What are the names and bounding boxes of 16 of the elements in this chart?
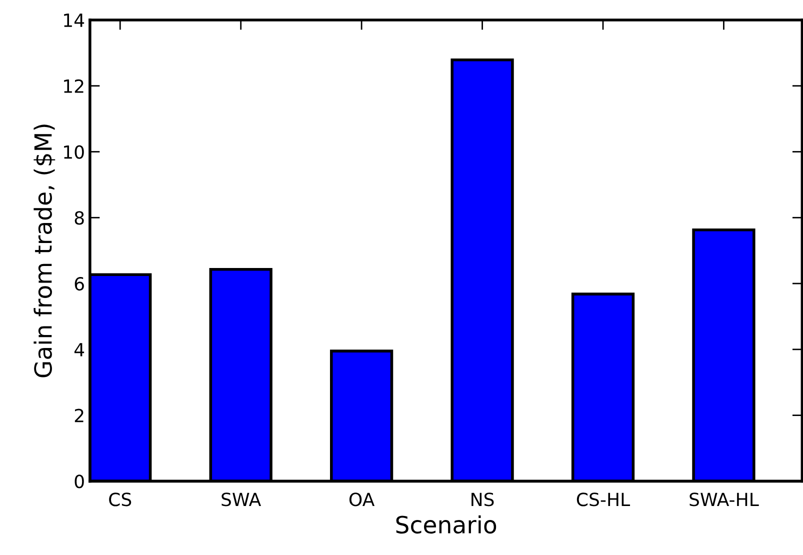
x-tick-label: CS-HL [576,492,630,506]
x-tick-label: SWA-HL [690,492,759,506]
y-tick-label: 8 [74,211,84,225]
y-tick-label: 0 [74,474,84,488]
x-tick-label: SWA [222,492,262,506]
x-axis-title: Scenario [396,515,496,534]
y-tick-label: 10 [64,145,84,159]
y-axis-title: Gain from trade, ($M) [34,124,56,378]
y-tick-label: 6 [74,276,84,291]
x-tick-label: OA [349,492,375,506]
x-tick-label: NS [472,492,494,506]
y-tick-label: 4 [74,343,84,356]
y-tick-label: 12 [64,79,84,93]
x-tick-label: CS [109,492,132,506]
y-tick-label: 2 [74,408,84,422]
y-tick-label: 14 [64,14,84,27]
